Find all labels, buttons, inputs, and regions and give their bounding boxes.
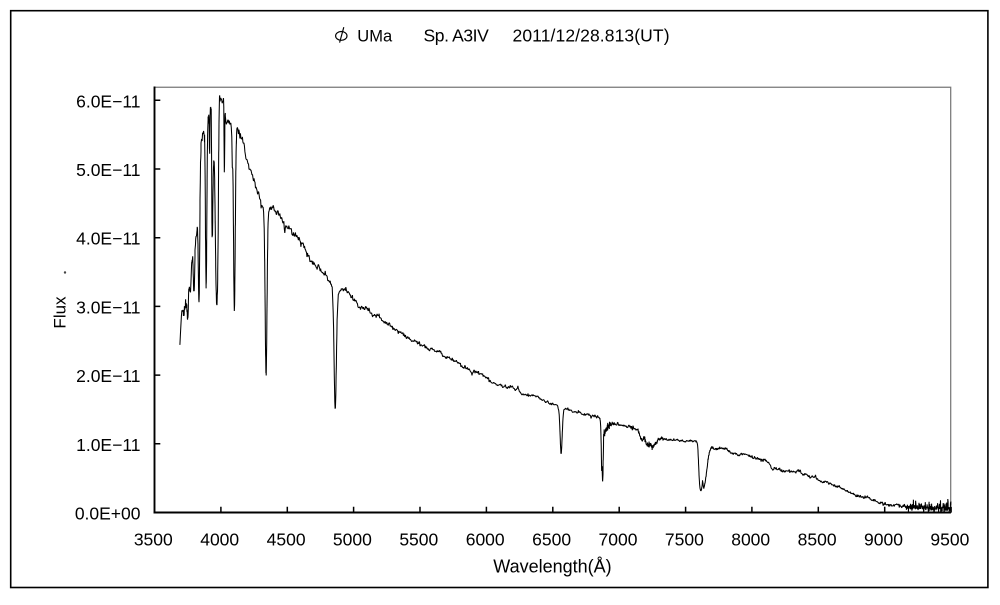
svg-text:8000: 8000	[731, 530, 770, 550]
svg-text:6000: 6000	[466, 530, 505, 550]
svg-text:6500: 6500	[532, 530, 571, 550]
svg-text:1.0E−11: 1.0E−11	[76, 435, 140, 455]
svg-text:Flux: Flux	[51, 296, 70, 329]
svg-text:4.0E−11: 4.0E−11	[76, 229, 140, 249]
svg-text:8500: 8500	[798, 530, 837, 550]
svg-text:4500: 4500	[267, 530, 306, 550]
svg-text:7500: 7500	[665, 530, 704, 550]
svg-text:2.0E−11: 2.0E−11	[76, 366, 140, 386]
svg-text:6.0E−11: 6.0E−11	[76, 91, 140, 111]
svg-text:4000: 4000	[200, 530, 239, 550]
svg-text:3.0E−11: 3.0E−11	[76, 297, 140, 317]
svg-text:5000: 5000	[333, 530, 372, 550]
svg-text:9500: 9500	[930, 530, 969, 550]
svg-text:Wavelength(Å): Wavelength(Å)	[493, 557, 611, 577]
svg-text:5.0E−11: 5.0E−11	[76, 160, 140, 180]
svg-text:9000: 9000	[864, 530, 903, 550]
svg-text:3500: 3500	[134, 530, 173, 550]
svg-text:0.0E+00: 0.0E+00	[75, 504, 141, 524]
svg-text:7000: 7000	[599, 530, 638, 550]
svg-text:5500: 5500	[399, 530, 438, 550]
